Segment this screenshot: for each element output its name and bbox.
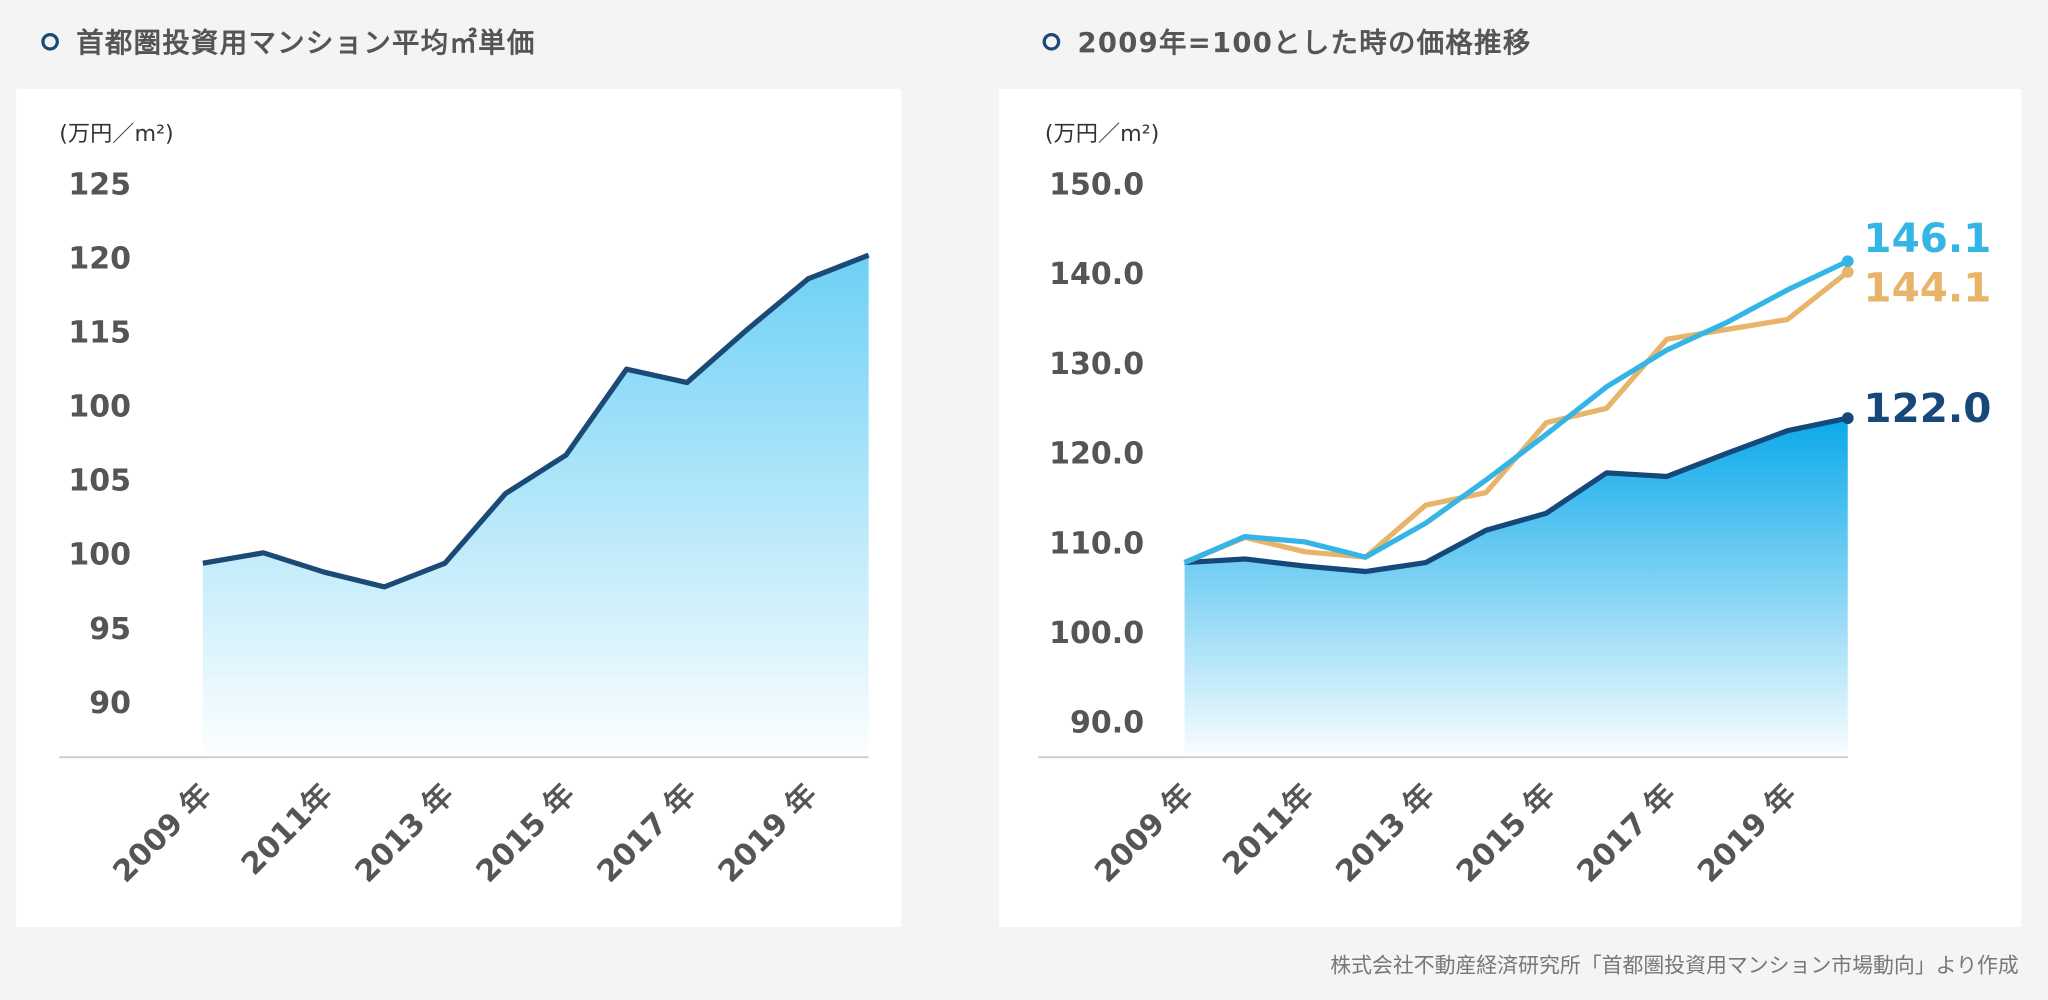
line bbox=[1184, 415, 1849, 575]
y-tick-label: 120.0 bbox=[1049, 437, 1144, 472]
y-tick-label: 90.0 bbox=[1070, 706, 1144, 741]
y-tick-label: 95 bbox=[89, 612, 131, 647]
y-tick-label: 90 bbox=[89, 686, 131, 721]
title-bullet bbox=[41, 32, 59, 51]
chart-title: 首都圏投資用マンション平均㎡単価 bbox=[76, 27, 535, 59]
y-unit-label: (万円／m²) bbox=[1045, 121, 1159, 147]
end-label: 146.1 bbox=[1863, 214, 1991, 262]
y-tick-label: 125 bbox=[68, 168, 131, 203]
end-label: 122.0 bbox=[1863, 384, 1991, 432]
end-dot bbox=[1841, 412, 1854, 425]
y-tick-label: 120 bbox=[68, 242, 131, 277]
y-tick-label: 100 bbox=[68, 390, 131, 425]
source: 株式会社不動産経済研究所「首都圏投資用マンション市場動向」より作成 bbox=[1330, 954, 2019, 978]
title-bullet bbox=[1042, 32, 1061, 51]
end-dot bbox=[1841, 255, 1854, 268]
y-tick-label: 105 bbox=[68, 464, 131, 499]
y-tick-label: 100 bbox=[68, 538, 131, 573]
panel bbox=[999, 88, 2022, 927]
chart-title: 2009年=100とした時の価格推移 bbox=[1078, 27, 1532, 59]
line bbox=[1183, 258, 1849, 565]
area bbox=[202, 255, 869, 758]
y-tick-label: 130.0 bbox=[1049, 347, 1144, 382]
y-tick-label: 115 bbox=[68, 316, 131, 351]
area bbox=[1184, 418, 1848, 758]
line bbox=[202, 252, 870, 590]
y-tick-label: 140.0 bbox=[1049, 257, 1144, 292]
y-unit-label: (万円／m²) bbox=[59, 121, 173, 147]
end-label: 144.1 bbox=[1863, 264, 1991, 312]
y-tick-label: 110.0 bbox=[1049, 526, 1144, 561]
y-tick-label: 150.0 bbox=[1049, 168, 1144, 203]
y-tick-label: 100.0 bbox=[1049, 616, 1144, 651]
end-dot bbox=[1841, 266, 1854, 278]
